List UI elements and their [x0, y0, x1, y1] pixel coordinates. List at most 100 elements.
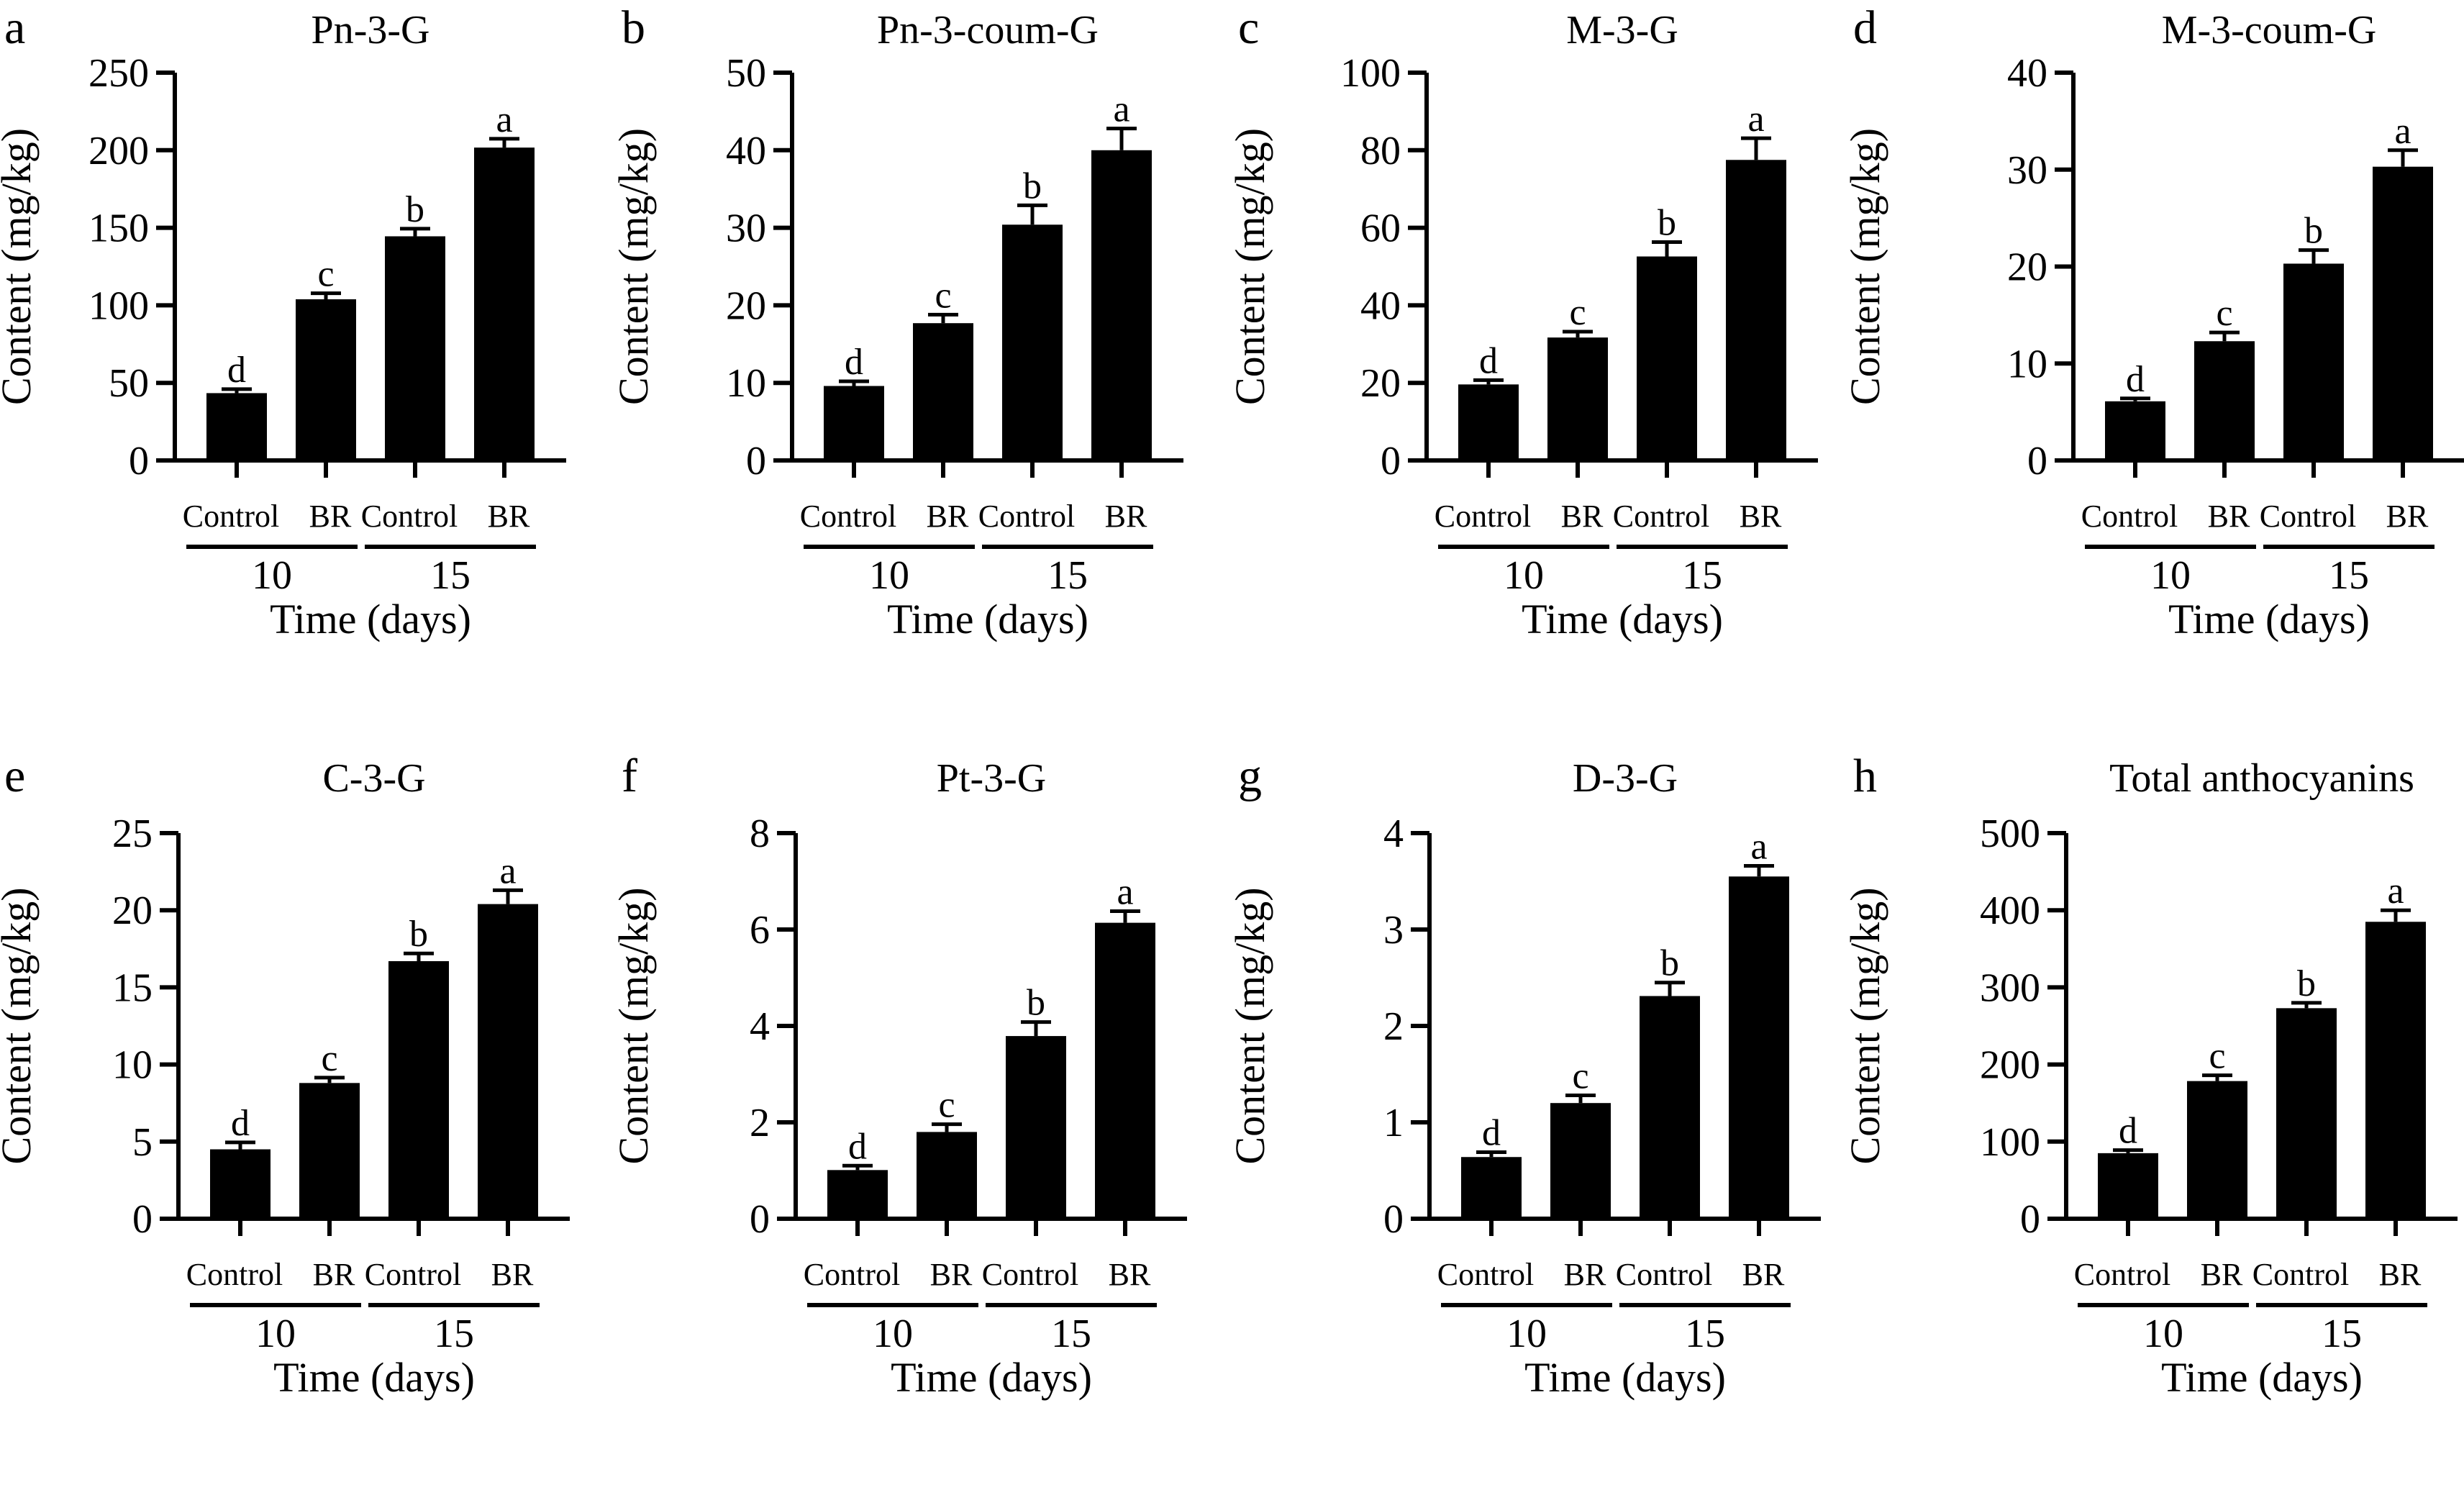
y-tick-label: 200 [1980, 1043, 2040, 1088]
bar-br-15 [1091, 150, 1152, 461]
category-label: BR [1561, 499, 1604, 534]
y-tick-label: 10 [112, 1043, 153, 1088]
significance-letter: c [2209, 1036, 2225, 1077]
group-label: 10 [2143, 1312, 2183, 1356]
y-tick-label: 40 [2007, 51, 2047, 96]
y-axis-label: Content (mg/kg) [1227, 887, 1273, 1164]
y-tick-label: 2 [750, 1101, 770, 1145]
y-tick-label: 1 [1383, 1101, 1404, 1145]
bar-br-10 [913, 323, 973, 460]
category-label: BR [1109, 1257, 1151, 1292]
bar-control-15 [1637, 256, 1697, 460]
group-label: 15 [2322, 1312, 2362, 1356]
bar-br-15 [478, 904, 538, 1219]
y-tick-label: 100 [1340, 51, 1401, 96]
bar-br-10 [2187, 1081, 2247, 1219]
bar-control-15 [385, 236, 445, 460]
significance-letter: b [409, 914, 428, 955]
y-tick-label: 250 [88, 51, 149, 96]
y-tick-label: 50 [109, 361, 149, 406]
y-tick-label: 20 [112, 889, 153, 933]
significance-letter: c [1569, 292, 1586, 333]
panel-letter: a [4, 1, 25, 54]
y-axis-label: Content (mg/kg) [1842, 128, 1888, 405]
bar-control-10 [206, 393, 267, 460]
y-tick-label: 0 [746, 439, 766, 483]
category-label: Control [186, 1257, 283, 1292]
significance-letter: a [2387, 871, 2404, 912]
x-axis-label: Time (days) [1522, 596, 1723, 642]
group-label: 10 [1504, 553, 1544, 598]
panel-title: Pn-3-coum-G [877, 8, 1099, 53]
y-tick-label: 2 [1383, 1004, 1404, 1049]
y-tick-label: 4 [1383, 812, 1404, 856]
bar-control-10 [827, 1170, 888, 1219]
category-label: Control [978, 499, 1075, 534]
panel-title: Pt-3-G [937, 756, 1046, 801]
y-tick-label: 200 [88, 129, 149, 173]
group-label: 15 [1685, 1312, 1725, 1356]
chart-panel-b: b Pn-3-coum-G 0 10 20 30 40 50 Content (mg/kg) d C… [610, 1, 1183, 642]
bar-control-10 [1458, 384, 1519, 460]
significance-letter: a [1113, 89, 1129, 130]
bar-control-15 [1640, 996, 1700, 1219]
significance-letter: d [1479, 340, 1498, 381]
significance-letter: b [1023, 165, 1042, 206]
group-label: 15 [434, 1312, 474, 1356]
group-label: 10 [873, 1312, 913, 1356]
category-label: Control [361, 499, 458, 534]
y-tick-label: 4 [750, 1004, 770, 1049]
group-label: 10 [255, 1312, 296, 1356]
y-tick-label: 30 [2007, 148, 2047, 193]
significance-letter: c [1572, 1055, 1588, 1096]
significance-letter: d [231, 1103, 250, 1144]
significance-letter: b [1660, 943, 1679, 984]
significance-letter: d [2126, 359, 2145, 400]
x-axis-label: Time (days) [887, 596, 1088, 642]
y-tick-label: 0 [1381, 439, 1401, 483]
y-tick-label: 3 [1383, 908, 1404, 953]
category-label: BR [309, 499, 352, 534]
bar-control-10 [2098, 1153, 2158, 1219]
category-label: Control [183, 499, 279, 534]
x-axis-label: Time (days) [2161, 1354, 2363, 1401]
x-axis-label: Time (days) [1524, 1354, 1726, 1401]
significance-letter: a [1747, 99, 1764, 140]
panel-letter: c [1238, 1, 1259, 54]
category-label: Control [982, 1257, 1078, 1292]
y-tick-label: 100 [1980, 1120, 2040, 1165]
x-axis-label: Time (days) [891, 1354, 1092, 1401]
y-tick-label: 20 [2007, 245, 2047, 290]
y-tick-label: 8 [750, 812, 770, 856]
bar-br-15 [2373, 166, 2433, 460]
group-label: 10 [252, 553, 292, 598]
group-label: 15 [1047, 553, 1088, 598]
chart-panel-h: h Total anthocyanins 0 100 200 300 400 500 Conte… [1842, 750, 2458, 1401]
chart-panel-c: c M-3-G 0 20 40 60 80 100 Content (mg/kg) d Contro… [1227, 1, 1818, 642]
group-label: 10 [869, 553, 909, 598]
panel-title: M-3-coum-G [2162, 8, 2377, 53]
bar-control-15 [2283, 263, 2344, 460]
y-axis-label: Content (mg/kg) [1227, 128, 1273, 405]
y-tick-label: 0 [2027, 439, 2047, 483]
bar-br-10 [2194, 341, 2255, 460]
y-axis-label: Content (mg/kg) [610, 887, 657, 1164]
y-tick-label: 500 [1980, 812, 2040, 856]
x-axis-label: Time (days) [2168, 596, 2370, 642]
group-label: 10 [2150, 553, 2191, 598]
group-label: 15 [430, 553, 470, 598]
bar-control-10 [2105, 401, 2165, 460]
category-label: Control [1613, 499, 1709, 534]
group-label: 15 [1682, 553, 1722, 598]
panel-letter: g [1238, 750, 1262, 802]
y-tick-label: 0 [750, 1197, 770, 1242]
panel-title: M-3-G [1566, 8, 1678, 53]
significance-letter: b [406, 189, 424, 230]
panel-letter: d [1853, 1, 1877, 54]
bar-br-10 [299, 1083, 360, 1219]
panel-letter: e [4, 750, 25, 802]
chart-panel-f: f Pt-3-G 0 2 4 6 8 Content (mg/kg) d Control c BR b C… [610, 750, 1187, 1401]
y-tick-label: 50 [726, 51, 766, 96]
y-tick-label: 0 [2020, 1197, 2040, 1242]
bar-br-10 [1547, 337, 1608, 460]
